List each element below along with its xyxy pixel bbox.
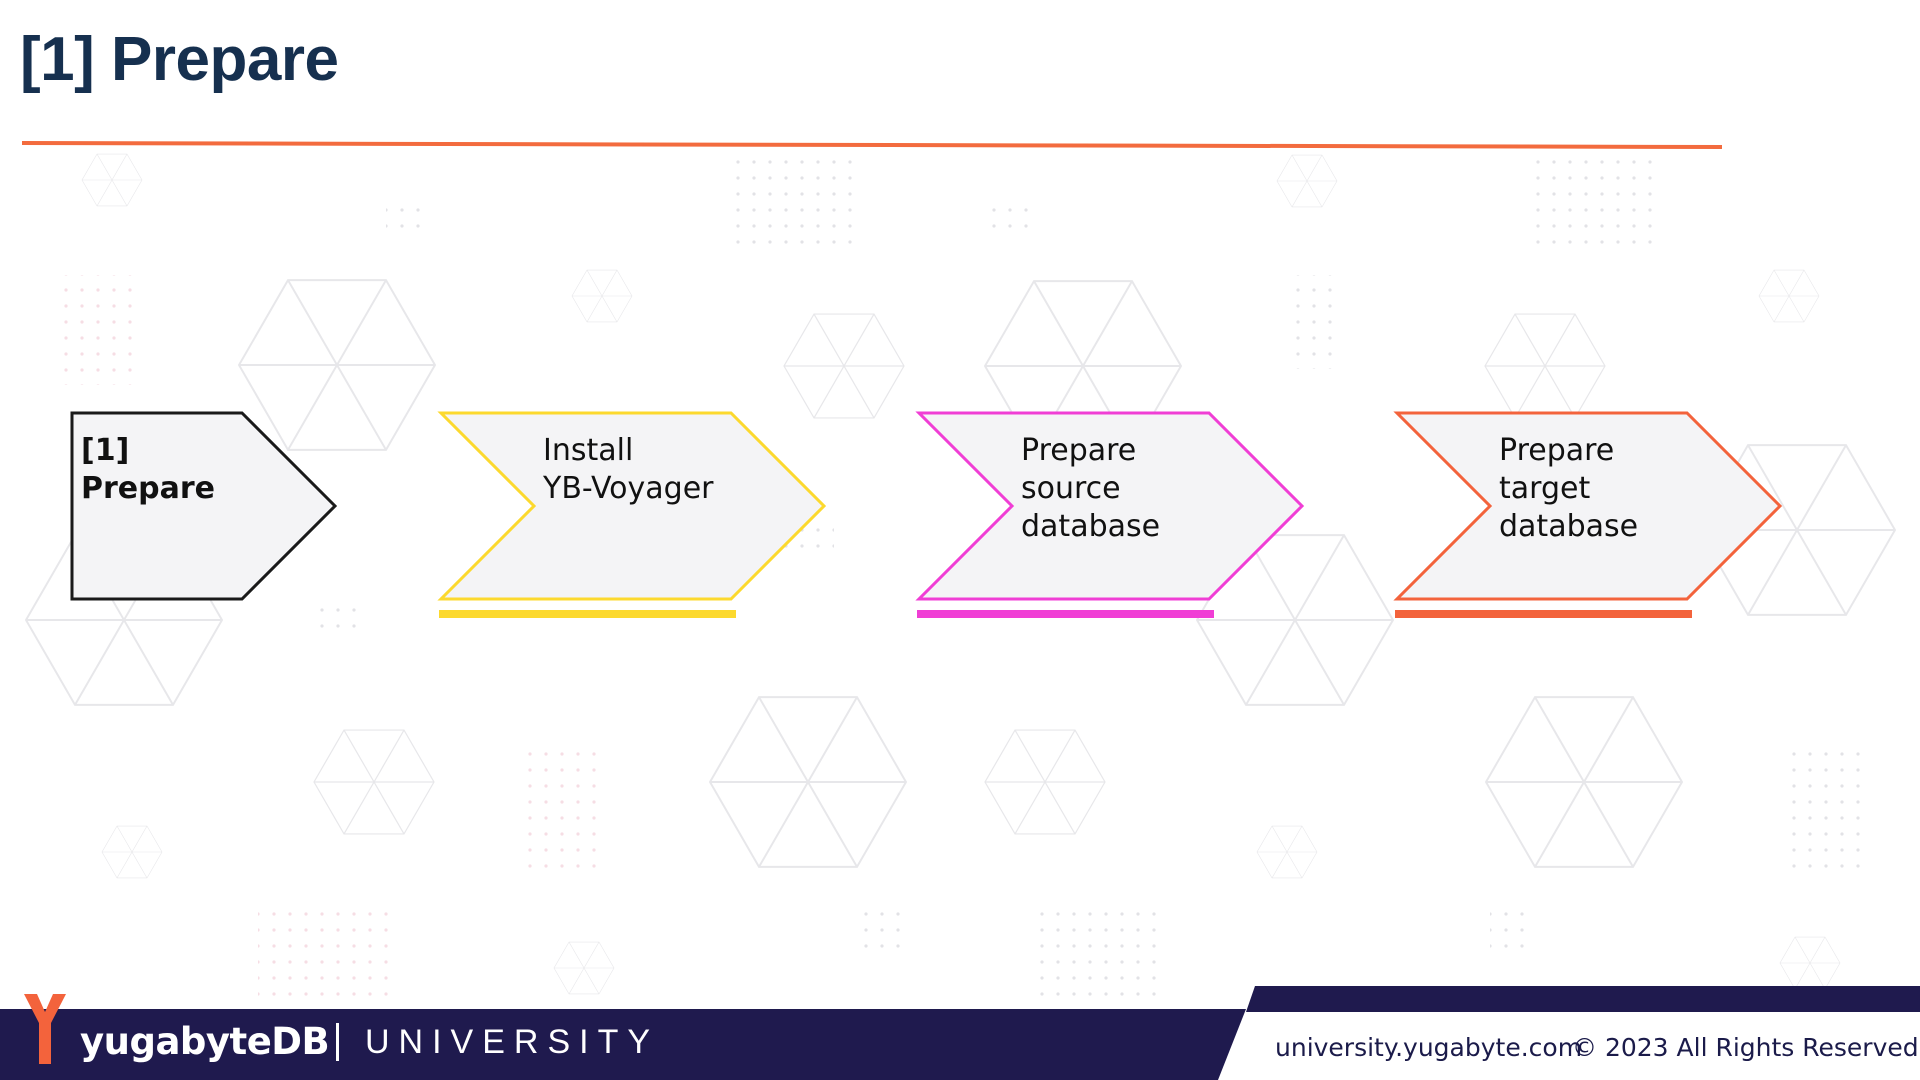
yugabyte-logo-icon [24, 994, 66, 1064]
footer-division: UNIVERSITY [365, 1023, 660, 1061]
step-label-4: Prepare target database [1499, 432, 1719, 546]
step-shape-2[interactable] [437, 411, 827, 601]
step-label-2: Install YB-Voyager [543, 432, 763, 508]
step-shape-1[interactable] [70, 411, 338, 601]
step-3-line-3: database [1021, 509, 1161, 544]
step-2-line-1: Install [543, 433, 634, 468]
step-3-line-1: Prepare [1021, 433, 1137, 468]
page-title: [1] Prepare [20, 25, 339, 94]
title-divider [21, 141, 1723, 149]
step-3-line-2: source [1021, 471, 1121, 506]
step-underline-3 [917, 610, 1214, 618]
step-shape-3[interactable] [915, 411, 1305, 601]
step-1-line-1: [1] [81, 433, 130, 468]
step-underline-2 [439, 610, 736, 618]
step-4-line-2: target [1499, 471, 1591, 506]
step-shape-4[interactable] [1393, 411, 1783, 601]
step-2-line-2: YB-Voyager [543, 471, 714, 506]
step-4-line-1: Prepare [1499, 433, 1615, 468]
footer-url[interactable]: university.yugabyte.com [1275, 1033, 1583, 1062]
step-1-line-2: Prepare [81, 471, 215, 506]
step-label-1: [1] Prepare [81, 432, 301, 508]
step-4-line-3: database [1499, 509, 1639, 544]
footer-copyright: © 2023 All Rights Reserved [1572, 1033, 1919, 1062]
step-label-3: Prepare source database [1021, 432, 1241, 546]
footer-brand: yugabyteDB [80, 1020, 330, 1063]
step-underline-4 [1395, 610, 1692, 618]
footer-separator [336, 1023, 339, 1061]
